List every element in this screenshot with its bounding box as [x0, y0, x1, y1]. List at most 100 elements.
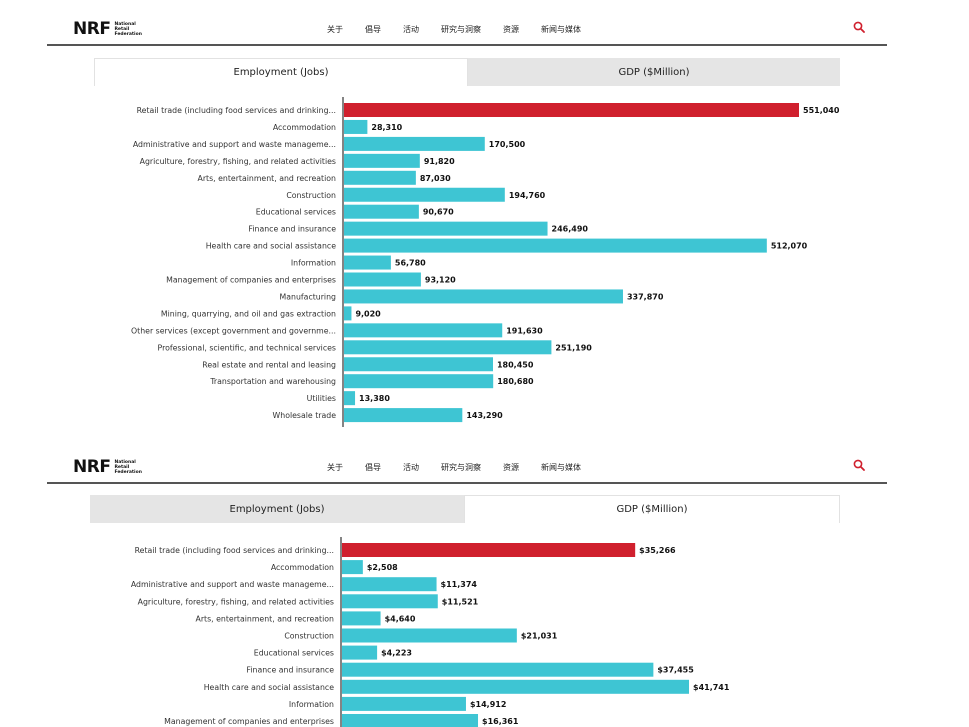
value-label: $37,455: [657, 666, 694, 675]
category-label: Transportation and warehousing: [209, 377, 336, 386]
bar[interactable]: [344, 238, 767, 253]
category-label: Management of companies and enterprises: [166, 276, 336, 285]
category-label: Other services (except government and go…: [131, 326, 336, 335]
bar[interactable]: [344, 221, 548, 236]
bar[interactable]: [344, 272, 421, 287]
value-label: $4,223: [381, 649, 412, 658]
nav-item-events[interactable]: 活动: [403, 25, 419, 34]
category-label: Finance and insurance: [248, 225, 336, 234]
category-label: Finance and insurance: [246, 666, 334, 675]
bar[interactable]: [344, 323, 503, 338]
category-label: Educational services: [254, 649, 334, 658]
value-label: 13,380: [359, 394, 390, 403]
bar[interactable]: [344, 374, 494, 389]
category-label: Health care and social assistance: [206, 242, 337, 251]
value-label: $21,031: [521, 632, 558, 641]
bar[interactable]: [344, 306, 352, 321]
value-label: 90,670: [423, 208, 454, 217]
bar[interactable]: [342, 696, 466, 711]
category-label: Accommodation: [273, 123, 336, 132]
value-label: 180,450: [497, 360, 534, 369]
value-label: 337,870: [627, 292, 664, 301]
nav-item-resources[interactable]: 资源: [503, 25, 519, 34]
nav-item-research[interactable]: 研究与洞察: [441, 463, 481, 472]
category-label: Accommodation: [271, 563, 334, 572]
bar[interactable]: [342, 662, 654, 677]
highlight-bar[interactable]: [344, 103, 799, 117]
gdp-bar-chart: Retail trade (including food services an…: [131, 537, 730, 727]
bar[interactable]: [344, 391, 356, 406]
category-label: Manufacturing: [280, 292, 337, 301]
value-label: $2,508: [367, 563, 398, 572]
nav-item-about[interactable]: 关于: [327, 463, 343, 472]
nav-item-research[interactable]: 研究与洞察: [441, 25, 481, 34]
nav-item-advocacy[interactable]: 倡导: [365, 25, 381, 34]
value-label: 56,780: [395, 259, 426, 268]
search-icon[interactable]: [853, 459, 865, 471]
employment-screenshot: NRF National Retail Federation 关于 倡导 活动 …: [47, 0, 887, 428]
nav-item-advocacy[interactable]: 倡导: [365, 463, 381, 472]
bar[interactable]: [342, 560, 363, 575]
value-label: $4,640: [385, 614, 416, 623]
nrf-logo[interactable]: NRF National Retail Federation: [73, 457, 142, 477]
bar[interactable]: [344, 357, 493, 372]
tab-gdp[interactable]: GDP ($Million): [464, 495, 840, 523]
nav-item-resources[interactable]: 资源: [503, 463, 519, 472]
bar[interactable]: [344, 408, 463, 423]
value-label: $11,521: [442, 597, 479, 606]
category-label: Agriculture, forestry, fishing, and rela…: [138, 597, 334, 606]
value-label: 194,760: [509, 191, 546, 200]
tab-gdp[interactable]: GDP ($Million): [468, 58, 840, 86]
nav-item-news[interactable]: 新闻与媒体: [541, 25, 581, 34]
bar[interactable]: [344, 255, 391, 270]
bar[interactable]: [344, 153, 420, 168]
nav-item-events[interactable]: 活动: [403, 463, 419, 472]
value-label: 91,820: [424, 157, 455, 166]
bar[interactable]: [342, 611, 381, 626]
search-icon[interactable]: [853, 21, 865, 33]
value-label: $11,374: [441, 580, 478, 589]
category-label: Educational services: [256, 208, 336, 217]
bar[interactable]: [344, 136, 485, 151]
bar[interactable]: [342, 577, 437, 592]
bar[interactable]: [344, 170, 416, 185]
bar[interactable]: [344, 340, 552, 355]
site-header: NRF National Retail Federation 关于 倡导 活动 …: [47, 0, 887, 46]
category-label: Administrative and support and waste man…: [133, 140, 336, 149]
employment-bar-chart: Retail trade (including food services an…: [131, 97, 840, 428]
gdp-screenshot: NRF National Retail Federation 关于 倡导 活动 …: [0, 438, 969, 727]
bar[interactable]: [342, 628, 517, 643]
tab-employment[interactable]: Employment (Jobs): [94, 58, 468, 86]
value-label: 143,290: [466, 411, 503, 420]
chart-tabs: Employment (Jobs) GDP ($Million): [90, 495, 840, 523]
bar[interactable]: [342, 679, 689, 694]
nav-item-news[interactable]: 新闻与媒体: [541, 463, 581, 472]
category-label: Health care and social assistance: [204, 683, 335, 692]
category-label: Retail trade (including food services an…: [135, 546, 334, 555]
value-label: 246,490: [552, 225, 589, 234]
bar[interactable]: [342, 714, 479, 727]
nav-item-about[interactable]: 关于: [327, 25, 343, 34]
nrf-logo[interactable]: NRF National Retail Federation: [73, 19, 142, 39]
value-label: $14,912: [470, 700, 506, 709]
value-label: 28,310: [371, 123, 402, 132]
value-label: $16,361: [482, 717, 519, 726]
category-label: Mining, quarrying, and oil and gas extra…: [161, 309, 336, 318]
value-label: 87,030: [420, 174, 451, 183]
category-label: Agriculture, forestry, fishing, and rela…: [140, 157, 336, 166]
site-header: NRF National Retail Federation 关于 倡导 活动 …: [47, 438, 887, 484]
bar[interactable]: [344, 119, 368, 134]
category-label: Wholesale trade: [273, 411, 337, 420]
bar[interactable]: [344, 289, 623, 304]
bar[interactable]: [344, 187, 505, 202]
highlight-bar[interactable]: [342, 543, 636, 557]
value-label: $41,741: [693, 683, 730, 692]
category-label: Arts, entertainment, and recreation: [195, 614, 334, 623]
bar[interactable]: [342, 594, 438, 609]
bar[interactable]: [342, 645, 378, 660]
category-label: Construction: [284, 632, 334, 641]
value-label: 551,040: [803, 106, 840, 115]
tab-employment[interactable]: Employment (Jobs): [90, 495, 464, 523]
value-label: 191,630: [506, 326, 543, 335]
bar[interactable]: [344, 204, 419, 219]
